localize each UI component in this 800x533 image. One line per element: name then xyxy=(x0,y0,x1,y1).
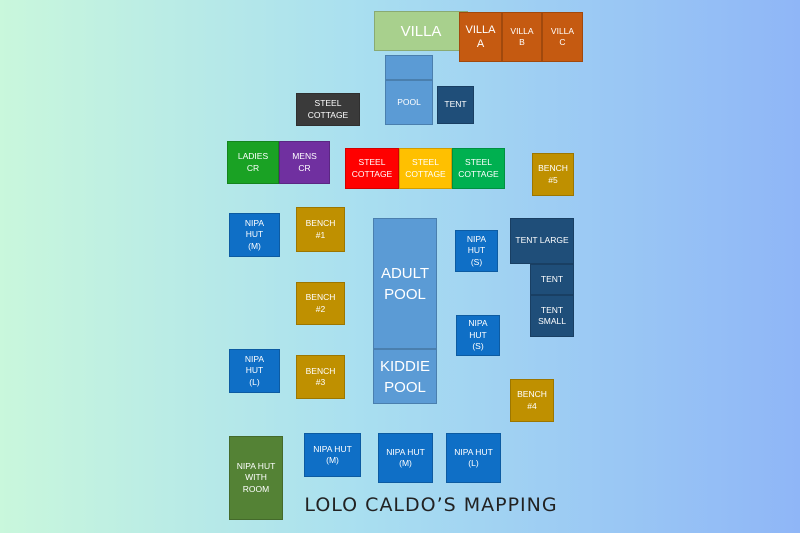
pool-upper-block xyxy=(385,55,433,80)
nipa-hut-l-left-block: NIPA HUT (L) xyxy=(229,349,280,393)
ladies-cr-block: LADIES CR xyxy=(227,141,279,184)
nipa-hut-m-bottom1-block: NIPA HUT (M) xyxy=(304,433,361,477)
steel-cottage-red-block: STEEL COTTAGE xyxy=(345,148,399,189)
kiddie-pool-block: KIDDIE POOL xyxy=(373,349,437,404)
steel-cottage-green-block: STEEL COTTAGE xyxy=(452,148,505,189)
bench-3-block: BENCH #3 xyxy=(296,355,345,399)
bench-4-block: BENCH #4 xyxy=(510,379,554,422)
steel-cottage-yellow-block: STEEL COTTAGE xyxy=(399,148,452,189)
nipa-hut-s-upper-block: NIPA HUT (S) xyxy=(455,230,498,272)
bench-2-block: BENCH #2 xyxy=(296,282,345,325)
pool-block: POOL xyxy=(385,80,433,125)
map-title: LOLO CALDO’S MAPPING xyxy=(304,494,558,516)
villa-b-block: VILLA B xyxy=(502,12,542,62)
tent-small-block: TENT SMALL xyxy=(530,295,574,337)
nipa-hut-m-bottom2-block: NIPA HUT (M) xyxy=(378,433,433,483)
bench-5-block: BENCH #5 xyxy=(532,153,574,196)
steel-cottage-top-block: STEEL COTTAGE xyxy=(296,93,360,126)
villa-a-block: VILLA A xyxy=(459,12,502,62)
villa-c-block: VILLA C xyxy=(542,12,583,62)
tent-mid-block: TENT xyxy=(530,264,574,295)
nipa-hut-l-bottom-block: NIPA HUT (L) xyxy=(446,433,501,483)
nipa-hut-s-lower-block: NIPA HUT (S) xyxy=(456,315,500,356)
adult-pool-block: ADULT POOL xyxy=(373,218,437,349)
mens-cr-block: MENS CR xyxy=(279,141,330,184)
tent-large-block: TENT LARGE xyxy=(510,218,574,264)
villa-block: VILLA xyxy=(374,11,468,51)
nipa-hut-with-room-block: NIPA HUT WITH ROOM xyxy=(229,436,283,520)
bench-1-block: BENCH #1 xyxy=(296,207,345,252)
nipa-hut-m-left-block: NIPA HUT (M) xyxy=(229,213,280,257)
tent-top-block: TENT xyxy=(437,86,474,124)
